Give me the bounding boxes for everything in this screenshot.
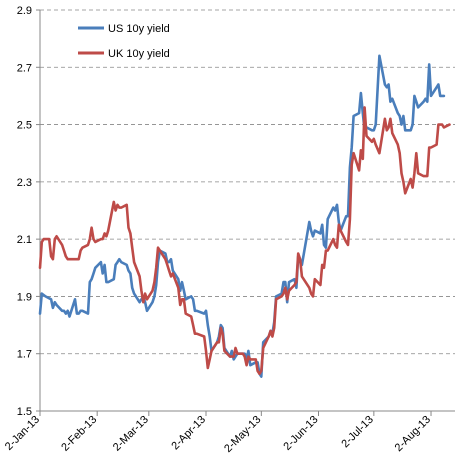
y-tick-label: 1.5 — [17, 406, 32, 418]
x-axis-ticks: 2-Jan-13 2-Feb-13 2-Mar-13 2-Apr-13 2-May-13… — [3, 411, 433, 455]
x-tick-label: 2-Jun-13 — [281, 414, 320, 453]
x-tick-label: 2-May-13 — [222, 414, 263, 455]
y-tick-label: 2.5 — [17, 120, 32, 132]
series-line-uk-10y — [38, 106, 451, 376]
y-tick-label: 2.1 — [17, 234, 32, 246]
x-tick-label: 2-Jan-13 — [3, 414, 42, 453]
x-tick-label: 2-Apr-13 — [169, 414, 208, 453]
series-line-us-10y — [38, 54, 446, 378]
legend: US 10y yield UK 10y yield — [78, 23, 170, 60]
series-lines — [38, 54, 451, 378]
x-tick-label: 2-Jul-13 — [339, 414, 376, 451]
x-tick-label: 2-Feb-13 — [59, 414, 99, 454]
y-tick-label: 1.9 — [17, 291, 32, 303]
legend-label: UK 10y yield — [108, 48, 170, 60]
gridlines — [40, 9, 455, 355]
y-tick-label: 1.7 — [17, 349, 32, 361]
y-axis-ticks: 1.5 1.7 1.9 2.1 2.3 2.5 2.7 2.9 — [17, 5, 40, 418]
axes — [39, 10, 455, 412]
y-tick-label: 2.3 — [17, 177, 32, 189]
x-tick-label: 2-Mar-13 — [111, 414, 151, 454]
x-tick-label: 2-Aug-13 — [393, 414, 433, 454]
y-tick-label: 2.7 — [17, 62, 32, 74]
legend-label: US 10y yield — [108, 23, 170, 35]
y-tick-label: 2.9 — [17, 5, 32, 17]
